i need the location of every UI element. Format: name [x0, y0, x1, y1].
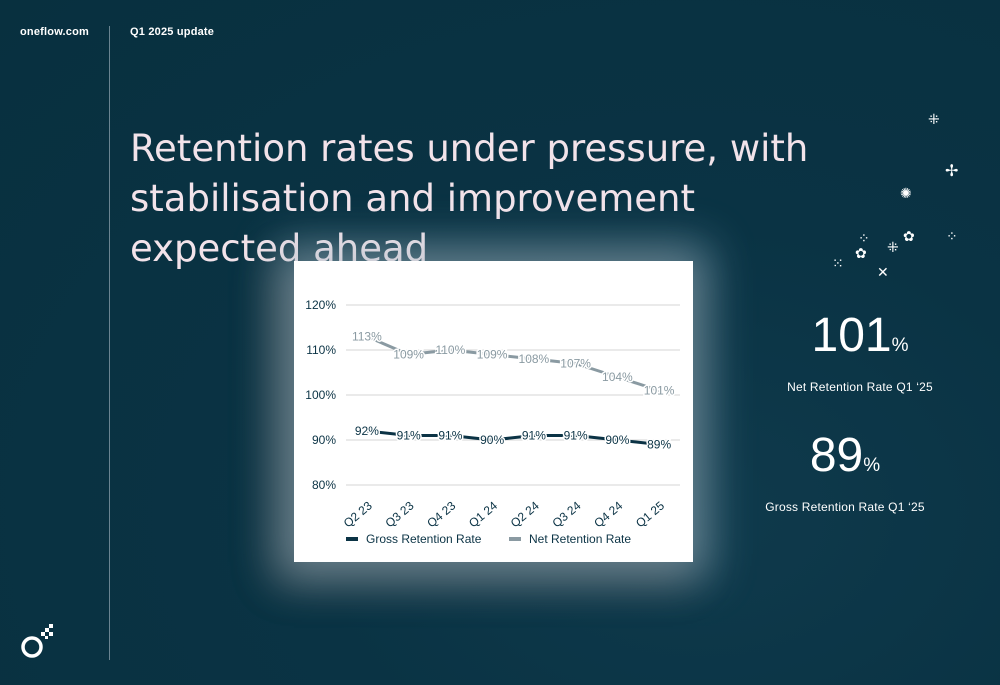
kpi-net-unit: % — [891, 335, 909, 356]
kpi-net-label: Net Retention Rate Q1 ‘25 — [787, 380, 933, 394]
y-tick-label: 100% — [305, 388, 336, 402]
kpi-gross-retention: 89% Gross Retention Rate Q1 ‘25 — [765, 432, 925, 515]
sparkle-icon: ✺ — [900, 185, 912, 201]
kpi-gross-unit: % — [863, 455, 881, 476]
net-data-label: 107% — [560, 357, 591, 371]
kpi-gross-value-row: 89% — [765, 432, 925, 480]
gross-data-label: 89% — [647, 438, 671, 452]
page-title: Retention rates under pressure, with sta… — [130, 127, 809, 270]
y-tick-label: 80% — [312, 478, 336, 492]
x-tick-label: Q2 24 — [508, 498, 542, 530]
sparkle-icon: ⁙ — [832, 255, 844, 271]
net-data-label: 108% — [519, 352, 550, 366]
x-tick-label: Q2 23 — [341, 498, 375, 530]
gross-data-label: 90% — [480, 433, 504, 447]
kpi-net-value-row: 101% — [770, 312, 950, 360]
net-data-label: 104% — [602, 370, 633, 384]
sparkle-icon: ✿ — [855, 245, 867, 261]
kpi-net-value: 101 — [811, 309, 892, 362]
legend-gross-swatch — [346, 537, 358, 541]
y-tick-label: 90% — [312, 433, 336, 447]
x-tick-label: Q4 23 — [424, 498, 458, 530]
sparkle-icon: ⁘ — [946, 228, 958, 244]
sparkle-icon: ✢ — [945, 163, 959, 180]
gross-data-label: 90% — [605, 433, 629, 447]
section-label: Q1 2025 update — [130, 26, 215, 38]
x-tick-label: Q1 24 — [466, 498, 500, 530]
net-data-label: 110% — [435, 343, 465, 357]
kpi-gross-value: 89 — [809, 429, 864, 482]
legend-gross-label: Gross Retention Rate — [366, 532, 482, 546]
net-retention-line — [366, 335, 660, 392]
y-tick-label: 110% — [306, 343, 336, 357]
brand-name: oneflow.com — [20, 26, 90, 38]
kpi-net-retention: 101% Net Retention Rate Q1 ‘25 — [770, 312, 950, 395]
gross-data-label: 91% — [564, 429, 588, 443]
gross-retention-line — [366, 429, 660, 446]
gross-data-label: 91% — [397, 429, 421, 443]
x-tick-label: Q3 23 — [383, 498, 417, 530]
legend-net-swatch — [509, 537, 521, 541]
x-tick-label: Q1 25 — [633, 498, 667, 530]
retention-chart: 80% 90% 100% 110% 120% Q2 23 Q3 23 Q4 23 Q1 24 Q2… — [294, 261, 693, 562]
sparkle-icon: ✿ — [903, 228, 915, 244]
y-tick-label: 120% — [305, 298, 336, 312]
gross-data-label: 92% — [355, 424, 379, 438]
x-tick-label: Q3 24 — [550, 498, 584, 530]
x-tick-label: Q4 24 — [591, 498, 625, 530]
chart-svg: 80% 90% 100% 110% 120% Q2 23 Q3 23 Q4 23 Q1 24 Q2… — [305, 298, 680, 546]
net-data-label: 109% — [477, 348, 508, 362]
net-data-label: 101% — [644, 384, 675, 398]
divider-line — [109, 26, 110, 660]
net-data-label: 113% — [352, 330, 382, 344]
sparkle-icon: ⁜ — [928, 111, 940, 127]
kpi-gross-label: Gross Retention Rate Q1 ‘25 — [765, 500, 925, 514]
gross-data-label: 91% — [522, 429, 546, 443]
sparkle-icon: ⁘ — [858, 230, 870, 246]
legend-net-label: Net Retention Rate — [529, 532, 631, 546]
oneflow-logo-icon — [21, 624, 53, 658]
sparkle-icon: ✕ — [877, 264, 889, 280]
gross-data-label: 91% — [438, 429, 462, 443]
net-data-label: 109% — [393, 348, 424, 362]
sparkle-icon: ⁜ — [887, 239, 899, 255]
